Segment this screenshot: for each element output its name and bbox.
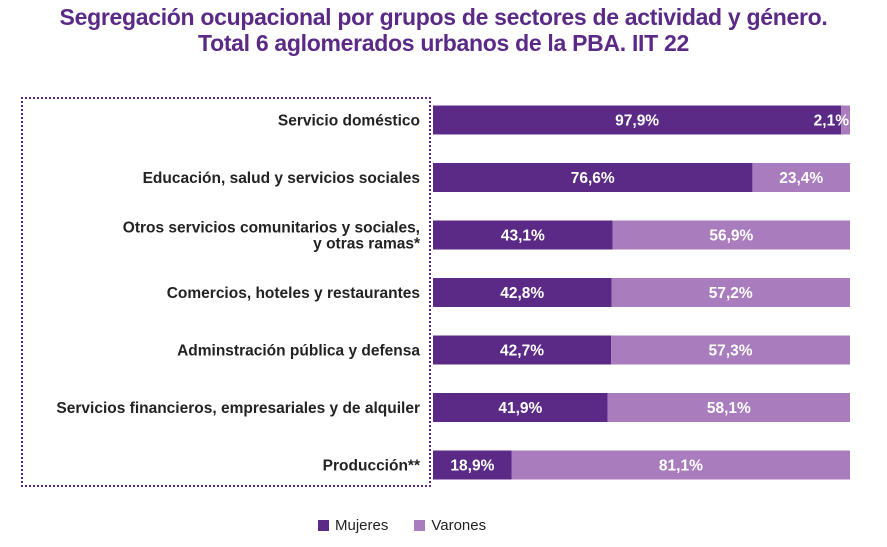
value-label-mujeres: 42,7% [500,343,544,360]
bar-mujeres [433,163,753,192]
legend: Mujeres Varones [318,515,486,535]
value-label-varones: 23,4% [779,170,823,187]
value-label-mujeres: 97,9% [615,113,659,130]
value-label-varones: 2,1% [814,113,850,130]
chart-title-line-1: Segregación ocupacional por grupos de se… [59,4,828,30]
value-label-mujeres: 76,6% [571,170,615,187]
category-label: Otros servicios comunitarios y sociales, [123,220,420,237]
category-label: Servicios financieros, empresariales y d… [56,400,420,417]
bar-mujeres [433,450,512,480]
bar-varones [511,450,850,480]
bar-mujeres [433,393,608,422]
value-label-mujeres: 18,9% [450,458,494,475]
value-label-varones: 56,9% [709,228,753,245]
category-labels-frame [21,97,431,487]
legend-item-varones: Varones [414,517,486,534]
category-label: Educación, salud y servicios sociales [143,170,420,187]
value-label-varones: 58,1% [707,400,751,417]
category-label: Producción** [323,458,421,475]
legend-swatch-varones [414,519,426,531]
legend-item-mujeres: Mujeres [318,517,388,534]
bar-varones [611,278,850,307]
category-label: Comercios, hoteles y restaurantes [167,285,420,302]
category-label: Adminstración pública y defensa [177,343,420,360]
value-label-mujeres: 42,8% [500,285,544,302]
bar-varones [611,335,850,365]
chart-title-line-2: Total 6 aglomerados urbanos de la PBA. I… [198,30,689,56]
legend-label-varones: Varones [431,516,487,534]
bar-mujeres [433,220,613,250]
bar-mujeres [433,105,842,135]
legend-swatch-mujeres [318,519,329,531]
value-label-mujeres: 41,9% [498,400,542,417]
value-label-varones: 57,2% [709,285,753,302]
chart-title: Segregación ocupacional por grupos de se… [0,4,887,56]
bar-mujeres [433,335,612,365]
value-label-varones: 57,3% [709,343,753,360]
value-label-mujeres: 43,1% [501,228,545,245]
bar-varones [612,220,850,250]
bar-varones [752,163,850,192]
category-label: Servicio doméstico [278,113,420,130]
value-label-varones: 81,1% [659,458,703,475]
bar-varones [607,393,850,422]
legend-label-mujeres: Mujeres [335,516,389,534]
bar-varones [841,105,850,135]
bar-mujeres [433,278,612,307]
category-label: y otras ramas* [313,236,421,253]
